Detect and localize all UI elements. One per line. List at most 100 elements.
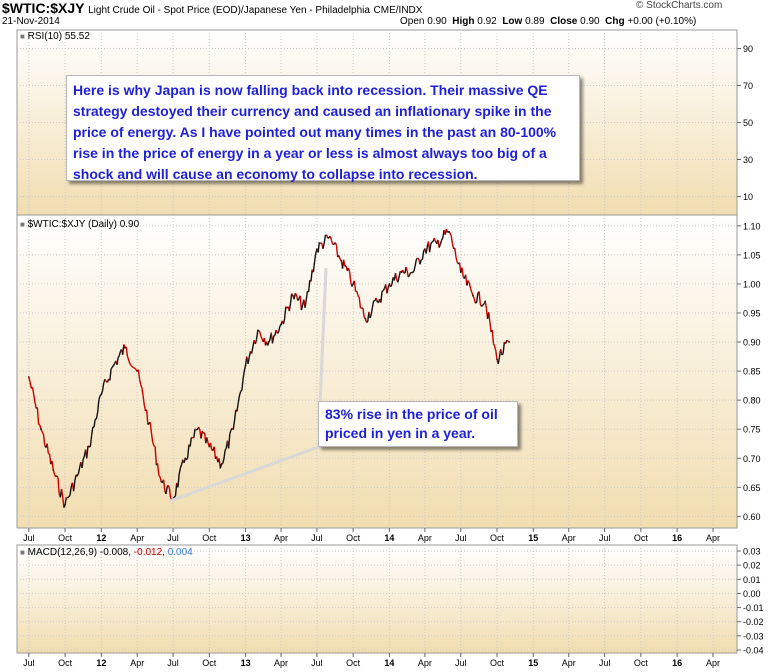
price-segment [156, 463, 160, 476]
y-tick-label: -0.02 [743, 617, 764, 627]
price-segment [232, 419, 236, 430]
price-segment [334, 242, 338, 246]
price-segment [209, 442, 213, 450]
y-tick-label: 0.65 [743, 483, 761, 493]
price-segment [338, 255, 341, 260]
price-segment [81, 459, 84, 468]
x-tick-label: Oct [634, 658, 649, 668]
x-tick-label: Jul [167, 658, 179, 668]
price-segment [425, 246, 428, 254]
price-segment [480, 304, 484, 307]
price-point [232, 428, 235, 431]
price-point [124, 347, 126, 349]
price-segment [475, 301, 477, 304]
price-segment [356, 291, 359, 296]
price-point [340, 259, 343, 262]
price-point [400, 271, 403, 274]
price-segment [69, 487, 72, 496]
price-segment [185, 456, 189, 461]
price-segment [98, 395, 101, 400]
price-segment [243, 365, 247, 371]
price-segment [440, 237, 444, 241]
price-point [435, 242, 438, 245]
price-segment [64, 497, 67, 505]
price-segment [258, 330, 261, 334]
price-segment [475, 293, 479, 303]
x-tick-label: Jul [311, 533, 323, 543]
price-segment [187, 444, 190, 458]
x-tick-label: Jul [455, 658, 467, 668]
price-segment [473, 298, 477, 304]
price-segment [72, 480, 76, 492]
price-segment [484, 301, 488, 309]
close-label: Close [550, 16, 578, 27]
ohlc-readout: Open 0.90 High 0.92 Low 0.89 Close 0.90 … [400, 16, 696, 27]
stockcharts-credit: © StockCharts.com [636, 0, 723, 11]
price-segment [96, 399, 100, 413]
price-segment [366, 321, 369, 324]
price-segment [304, 299, 307, 308]
symbol: $WTIC:$XJY [2, 0, 85, 16]
price-segment [294, 292, 298, 296]
panel-settings-icon[interactable]: ■ [20, 548, 25, 557]
price-segment [95, 412, 99, 420]
price-point [64, 503, 66, 506]
y-tick-label: 0.00 [743, 589, 761, 599]
price-segment [310, 269, 313, 282]
price-segment [222, 458, 225, 464]
price-point [220, 463, 223, 465]
price-segment [313, 253, 317, 263]
price-segment [34, 402, 37, 409]
price-segment [289, 293, 293, 304]
price-segment [142, 395, 145, 406]
price-segment [134, 367, 137, 371]
price-segment [335, 245, 339, 258]
price-segment [90, 427, 94, 436]
price-point [316, 248, 318, 250]
y-tick-label: 70 [743, 81, 753, 91]
price-segment [357, 295, 360, 298]
price-segment [247, 356, 250, 365]
price-point [484, 300, 486, 303]
price-point [388, 283, 391, 285]
price-segment [250, 346, 254, 354]
price-segment [194, 428, 197, 431]
x-tick-label: Oct [58, 533, 73, 543]
price-segment [402, 269, 405, 274]
panel-settings-icon[interactable]: ■ [20, 220, 25, 229]
price-segment [150, 432, 154, 443]
price-segment [449, 232, 452, 237]
price-segment [143, 404, 147, 412]
price-point [160, 480, 163, 483]
price-segment [347, 267, 351, 272]
price-segment [200, 430, 203, 439]
price-x-axis: Jul Oct 12 Apr Jul Oct 13 Apr Jul Oct 14 Apr Jul Oct 1… [23, 528, 720, 543]
macd-x-axis: Jul Oct 12 Apr Jul Oct 13 Apr Jul Oct 14 Apr Jul Oct 1… [23, 653, 720, 668]
price-segment [130, 364, 133, 368]
price-segment [48, 453, 52, 465]
price-segment [74, 474, 77, 481]
price-segment [41, 431, 45, 435]
price-point [112, 364, 115, 367]
price-segment [454, 247, 457, 258]
x-tick-label: Apr [562, 658, 576, 668]
price-segment [131, 366, 134, 369]
price-segment [312, 261, 316, 273]
price-segment [255, 330, 259, 340]
price-point [328, 236, 330, 239]
price-segment [421, 250, 425, 260]
macd-panel [16, 544, 738, 654]
price-segment [450, 236, 454, 245]
price-segment [293, 293, 296, 300]
price-segment [126, 356, 130, 361]
price-point [411, 271, 414, 274]
x-tick-label: 16 [672, 658, 682, 668]
price-segment [56, 475, 59, 478]
price-segment [89, 435, 93, 447]
price-point [448, 230, 450, 233]
panel-settings-icon[interactable]: ■ [20, 32, 25, 41]
x-tick-label: Oct [490, 658, 505, 668]
price-segment [390, 284, 393, 288]
y-tick-label: -0.03 [743, 631, 764, 641]
price-point [244, 364, 247, 367]
